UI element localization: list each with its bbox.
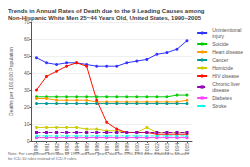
svg-text:1992: 1992 [53, 143, 60, 155]
svg-text:2000: 2000 [133, 143, 140, 155]
svg-text:40: 40 [24, 70, 30, 76]
svg-text:1995: 1995 [83, 143, 90, 155]
svg-text:Diabetes: Diabetes [212, 95, 232, 101]
svg-text:1998: 1998 [113, 143, 120, 155]
svg-text:0: 0 [27, 138, 30, 144]
svg-text:2001: 2001 [143, 143, 150, 155]
svg-text:Chronic liver: Chronic liver [212, 81, 240, 87]
svg-text:Homicide: Homicide [212, 65, 233, 71]
svg-text:60: 60 [24, 36, 30, 42]
svg-text:30: 30 [24, 87, 30, 93]
svg-text:1994: 1994 [73, 143, 80, 155]
svg-text:1997: 1997 [103, 143, 110, 155]
svg-text:HIV disease: HIV disease [212, 73, 239, 79]
svg-text:Cancer: Cancer [212, 57, 228, 63]
svg-text:1999: 1999 [123, 143, 130, 155]
svg-text:2005: 2005 [184, 143, 190, 155]
svg-text:for ICD-10 rules instead of IC: for ICD-10 rules instead of ICD-9 rules. [8, 156, 77, 161]
svg-text:Deaths per 100,000 Population: Deaths per 100,000 Population [8, 47, 14, 116]
svg-text:2003: 2003 [163, 143, 170, 155]
svg-text:10: 10 [24, 121, 30, 127]
svg-text:Stroke: Stroke [212, 103, 227, 109]
svg-text:Suicide: Suicide [212, 41, 229, 47]
svg-text:Heart disease: Heart disease [212, 49, 243, 55]
svg-text:Unintentional: Unintentional [212, 27, 242, 33]
svg-text:1996: 1996 [93, 143, 100, 155]
svg-text:1990: 1990 [33, 143, 40, 155]
svg-text:50: 50 [24, 53, 30, 59]
svg-text:2002: 2002 [153, 143, 160, 155]
svg-text:Non-Hispanic White Men 25−44 Y: Non-Hispanic White Men 25−44 Years Old, … [8, 15, 202, 21]
svg-text:20: 20 [24, 104, 30, 110]
svg-text:70: 70 [23, 19, 30, 25]
svg-text:1993: 1993 [63, 143, 70, 155]
svg-text:Trends in Annual Rates of Deat: Trends in Annual Rates of Death due to t… [8, 8, 205, 14]
svg-text:Note: For comparison with data: Note: For comparison with data for 1999 … [8, 151, 189, 156]
svg-text:2004: 2004 [173, 143, 180, 155]
svg-text:1991: 1991 [43, 143, 50, 155]
svg-text:disease: disease [212, 87, 229, 93]
svg-text:injury: injury [212, 33, 224, 39]
